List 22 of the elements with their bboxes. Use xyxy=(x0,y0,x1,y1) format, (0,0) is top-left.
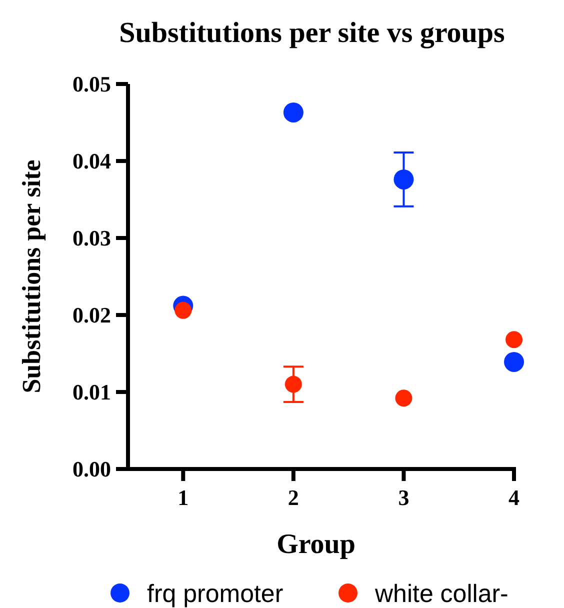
y-tick-label: 0.02 xyxy=(72,302,111,328)
point xyxy=(395,390,412,407)
y-tick-label: 0.03 xyxy=(72,226,111,251)
y-tick-label: 0.00 xyxy=(72,456,111,482)
point xyxy=(284,376,302,393)
y-tick-label: 0.01 xyxy=(72,380,111,405)
x-axis-title: Group xyxy=(276,529,356,560)
x-tick-label: 2 xyxy=(288,485,299,510)
x-tick-label: 4 xyxy=(508,485,520,510)
point xyxy=(504,352,524,372)
y-tick-label: 0.05 xyxy=(72,72,111,97)
point xyxy=(283,102,304,122)
legend-label: frq promoter xyxy=(147,580,284,608)
point xyxy=(506,331,522,348)
x-tick-label: 1 xyxy=(178,485,189,510)
x-tick-label: 3 xyxy=(398,485,410,510)
chart-title: Substitutions per site vs groups xyxy=(119,17,505,49)
point xyxy=(174,302,192,319)
legend-label: white collar- xyxy=(374,580,508,608)
y-axis-title: Substitutions per site xyxy=(17,160,46,394)
y-tick-label: 0.04 xyxy=(72,148,111,174)
point xyxy=(394,169,414,190)
